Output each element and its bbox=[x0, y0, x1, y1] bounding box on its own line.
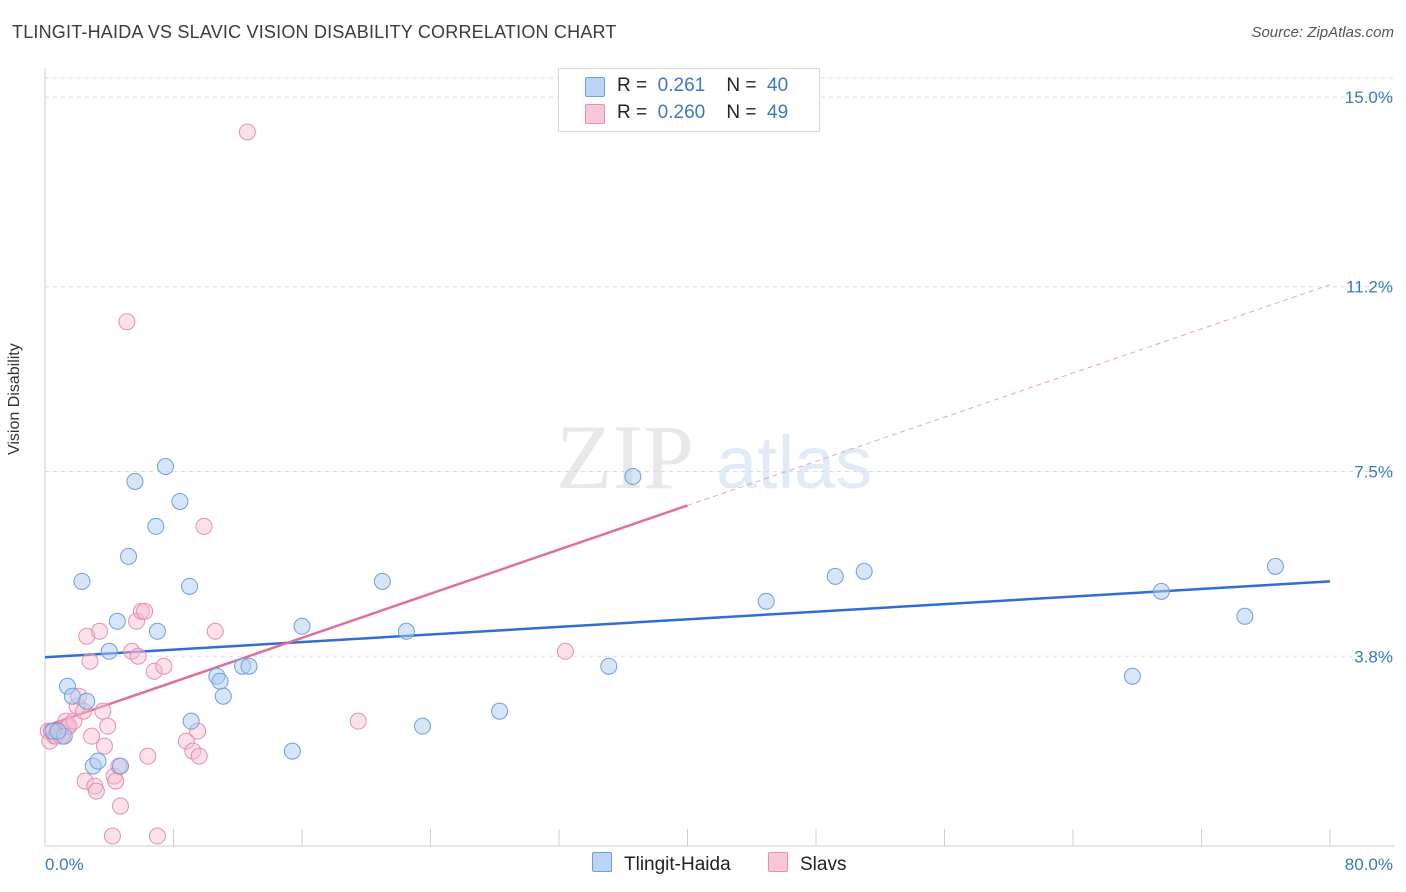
point-tlingit-haida bbox=[600, 657, 618, 675]
point-tlingit-haida bbox=[214, 687, 232, 705]
point-slavs bbox=[94, 702, 112, 720]
point-slavs bbox=[349, 712, 367, 730]
point-tlingit-haida bbox=[1152, 582, 1170, 600]
point-slavs bbox=[91, 622, 109, 640]
point-slavs bbox=[145, 662, 163, 680]
legend-swatch-blue bbox=[585, 77, 605, 97]
point-slavs bbox=[118, 313, 136, 331]
point-tlingit-haida bbox=[156, 458, 174, 476]
point-slavs bbox=[556, 642, 574, 660]
legend-r-label: R = bbox=[617, 75, 648, 96]
source-label: Source: ZipAtlas.com bbox=[1251, 24, 1394, 41]
x-tick-label: 80.0% bbox=[1345, 855, 1393, 874]
bottom-legend-swatch-pink bbox=[768, 852, 788, 872]
point-slavs bbox=[103, 827, 121, 845]
watermark: ZIP atlas bbox=[556, 406, 872, 508]
point-tlingit-haida bbox=[757, 592, 775, 610]
point-tlingit-haida bbox=[1236, 607, 1254, 625]
y-tick-label: 3.8% bbox=[1354, 647, 1393, 666]
point-slavs bbox=[136, 602, 154, 620]
point-tlingit-haida bbox=[171, 492, 189, 510]
data-points bbox=[39, 123, 1284, 845]
point-tlingit-haida bbox=[108, 612, 126, 630]
bottom-legend-tlingit-haida: Tlingit-Haida bbox=[592, 852, 731, 876]
point-tlingit-haida bbox=[624, 467, 642, 485]
point-tlingit-haida bbox=[78, 692, 96, 710]
point-tlingit-haida bbox=[413, 717, 431, 735]
point-tlingit-haida bbox=[855, 562, 873, 580]
legend-r-value: 0.260 bbox=[657, 102, 706, 123]
watermark-atlas: atlas bbox=[716, 421, 872, 504]
point-tlingit-haida bbox=[1123, 667, 1141, 685]
point-slavs bbox=[107, 772, 125, 790]
y-tick-label: 15.0% bbox=[1345, 88, 1393, 107]
trend-lines bbox=[44, 284, 1331, 728]
point-slavs bbox=[76, 772, 94, 790]
bottom-legend-slavs: Slavs bbox=[768, 852, 846, 876]
point-slavs bbox=[238, 123, 256, 141]
point-tlingit-haida bbox=[397, 622, 415, 640]
point-slavs bbox=[129, 647, 147, 665]
point-slavs bbox=[87, 782, 105, 800]
point-slavs bbox=[177, 732, 195, 750]
point-tlingit-haida bbox=[181, 577, 199, 595]
point-slavs bbox=[78, 627, 96, 645]
y-tick-label: 7.5% bbox=[1354, 463, 1393, 482]
point-tlingit-haida bbox=[491, 702, 509, 720]
trend-line-slavs-extension bbox=[687, 284, 1331, 506]
point-slavs bbox=[148, 827, 166, 845]
point-tlingit-haida bbox=[373, 572, 391, 590]
tick-labels: 3.8% 7.5% 11.2% 15.0% 0.0% 80.0% bbox=[45, 88, 1393, 874]
point-slavs bbox=[195, 517, 213, 535]
point-tlingit-haida bbox=[126, 472, 144, 490]
y-tick-label: 11.2% bbox=[1346, 278, 1393, 297]
point-tlingit-haida bbox=[111, 757, 129, 775]
gridlines bbox=[45, 77, 1395, 657]
bottom-legend-label: Slavs bbox=[800, 854, 847, 875]
legend-r-label: R = bbox=[617, 102, 648, 123]
point-slavs bbox=[95, 737, 113, 755]
legend-n-value: 49 bbox=[767, 102, 789, 123]
point-slavs bbox=[190, 747, 208, 765]
point-tlingit-haida bbox=[89, 752, 107, 770]
point-tlingit-haida bbox=[120, 547, 138, 565]
x-tick-label: 0.0% bbox=[45, 855, 84, 874]
point-slavs bbox=[139, 747, 157, 765]
trend-line-tlingit-haida bbox=[44, 580, 1331, 659]
point-slavs bbox=[155, 657, 173, 675]
point-tlingit-haida bbox=[293, 617, 311, 635]
y-axis-label: Vision Disability bbox=[6, 343, 23, 455]
chart-title: TLINGIT-HAIDA VS SLAVIC VISION DISABILIT… bbox=[12, 22, 617, 42]
point-tlingit-haida bbox=[147, 517, 165, 535]
legend-n-label: N = bbox=[726, 75, 757, 96]
point-tlingit-haida bbox=[182, 712, 200, 730]
legend-n-label: N = bbox=[726, 102, 757, 123]
point-slavs bbox=[83, 727, 101, 745]
point-tlingit-haida bbox=[73, 572, 91, 590]
legend-n-value: 40 bbox=[767, 75, 789, 96]
point-tlingit-haida bbox=[148, 622, 166, 640]
point-slavs bbox=[81, 652, 99, 670]
correlation-legend: R = 0.261 N = 40 R = 0.260 N = 49 bbox=[558, 68, 820, 132]
bottom-legend-label: Tlingit-Haida bbox=[624, 854, 731, 875]
bottom-legend-swatch-blue bbox=[592, 852, 612, 872]
point-slavs bbox=[99, 717, 117, 735]
legend-r-value: 0.261 bbox=[657, 75, 706, 96]
point-slavs bbox=[111, 797, 129, 815]
point-tlingit-haida bbox=[826, 567, 844, 585]
point-tlingit-haida bbox=[49, 722, 67, 740]
legend-swatch-pink bbox=[585, 104, 605, 124]
point-tlingit-haida bbox=[240, 657, 258, 675]
point-tlingit-haida bbox=[1266, 557, 1284, 575]
point-tlingit-haida bbox=[283, 742, 301, 760]
point-slavs bbox=[206, 622, 224, 640]
point-tlingit-haida bbox=[211, 672, 229, 690]
watermark-zip: ZIP bbox=[556, 406, 694, 508]
point-tlingit-haida bbox=[100, 642, 118, 660]
point-tlingit-haida bbox=[63, 687, 81, 705]
trend-line-slavs bbox=[44, 504, 688, 728]
axes bbox=[44, 68, 1395, 847]
